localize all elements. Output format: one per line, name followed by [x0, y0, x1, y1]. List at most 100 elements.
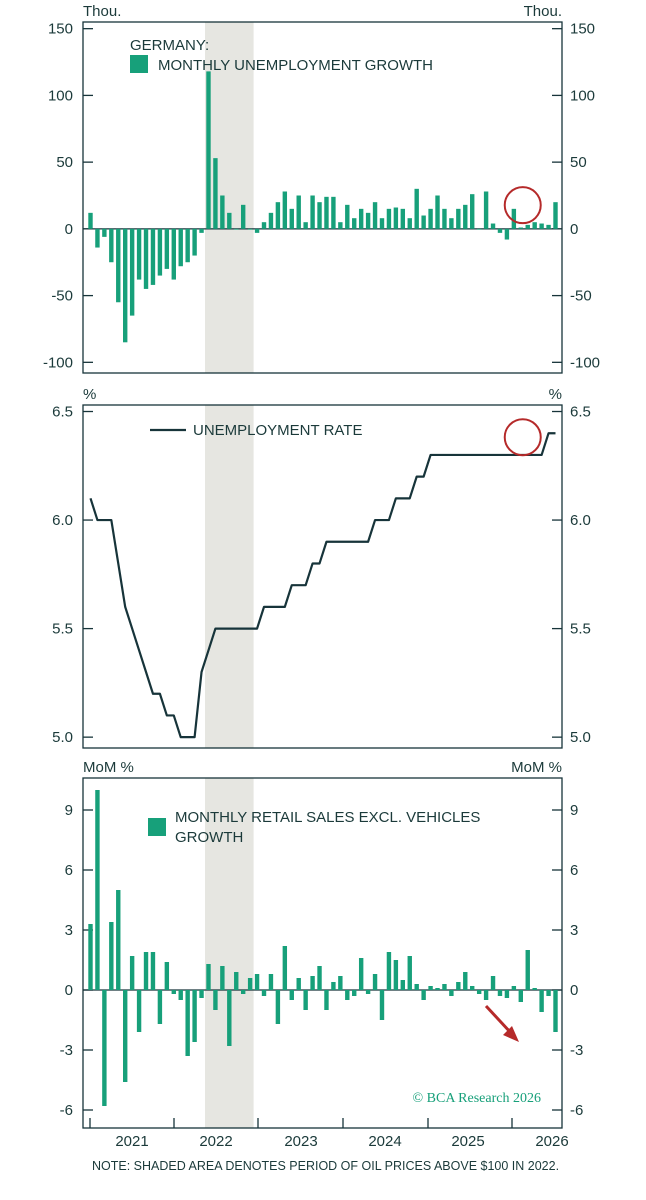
bar: [282, 191, 288, 229]
bar: [476, 228, 482, 230]
y-tick-label-left: 6: [65, 862, 73, 879]
bar: [546, 990, 551, 996]
bar: [199, 990, 204, 998]
bar: [95, 790, 100, 990]
bar: [95, 228, 100, 248]
bar: [511, 208, 517, 229]
y-tick-label-right: 150: [570, 21, 595, 38]
bar: [109, 922, 114, 990]
bar: [143, 228, 149, 289]
unit-label-right: %: [549, 386, 562, 403]
bar: [116, 890, 121, 990]
chart-footnote: NOTE: SHADED AREA DENOTES PERIOD OF OIL …: [92, 1159, 560, 1173]
bar: [109, 228, 114, 263]
bar: [129, 956, 135, 990]
unit-label-right: Thou.: [524, 3, 562, 20]
bar: [449, 990, 454, 996]
y-tick-label-left: 3: [65, 922, 73, 939]
y-tick-label-right: 5.0: [570, 729, 591, 746]
bar: [102, 990, 107, 1106]
bar: [268, 974, 274, 990]
y-tick-label-left: 100: [48, 87, 73, 104]
bar: [296, 978, 301, 990]
bar: [282, 946, 288, 990]
bar: [532, 988, 537, 990]
bar: [532, 222, 537, 229]
bar: [365, 990, 371, 994]
bar: [254, 974, 260, 990]
bar: [435, 988, 440, 990]
bar: [463, 972, 468, 990]
bar: [247, 228, 253, 230]
bar: [178, 990, 183, 1000]
bar: [372, 974, 378, 990]
bar: [324, 196, 329, 229]
bar: [379, 990, 385, 1020]
bar: [206, 964, 211, 990]
shaded-period: [205, 22, 254, 373]
bar: [470, 986, 475, 990]
bar: [483, 990, 489, 1000]
legend-label: MONTHLY UNEMPLOYMENT GROWTH: [158, 57, 433, 74]
bar: [192, 990, 197, 1042]
bar: [518, 990, 523, 1002]
bar: [275, 990, 281, 1024]
bar: [310, 976, 315, 990]
bar: [345, 990, 350, 1000]
bar: [497, 228, 503, 233]
bar: [164, 228, 170, 269]
y-tick-label-left: -3: [60, 1042, 73, 1059]
x-tick-label: 2021: [115, 1133, 148, 1150]
chart-title: GERMANY:: [130, 37, 209, 54]
legend-swatch: [148, 818, 166, 836]
legend-label-line-2: GROWTH: [175, 829, 243, 846]
source-credit: © BCA Research 2026: [413, 1091, 541, 1106]
bar: [407, 218, 412, 229]
bar: [289, 208, 294, 229]
bar: [157, 990, 163, 1024]
panel-frame: [82, 21, 563, 374]
bar: [303, 990, 308, 1010]
bar: [414, 188, 419, 229]
bar: [407, 956, 412, 990]
bar: [129, 228, 135, 316]
bar: [358, 958, 364, 990]
bar: [358, 208, 364, 229]
bar: [463, 204, 468, 229]
bar: [352, 218, 357, 229]
bar: [268, 212, 274, 229]
bar: [449, 218, 454, 229]
y-tick-label-right: -3: [570, 1042, 583, 1059]
y-tick-label-right: 6.5: [570, 404, 591, 421]
bar: [546, 224, 551, 229]
bar: [116, 228, 121, 303]
bar: [553, 202, 558, 229]
y-tick-label-right: -6: [570, 1102, 583, 1119]
bar: [247, 978, 253, 990]
bar: [157, 228, 163, 276]
legend-swatch: [130, 55, 148, 73]
bar: [338, 222, 343, 229]
bar: [143, 952, 149, 990]
bar: [456, 208, 461, 229]
y-tick-label-left: 150: [48, 21, 73, 38]
highlight-circle: [503, 418, 542, 457]
bar: [254, 228, 260, 233]
y-tick-label-right: 6.0: [570, 512, 591, 529]
bar: [88, 212, 93, 229]
bar: [428, 986, 433, 990]
unit-label-left: Thou.: [83, 3, 121, 20]
bar: [331, 196, 336, 229]
bar: [206, 71, 211, 229]
y-tick-label-left: 6.0: [52, 512, 73, 529]
y-tick-label-left: 0: [65, 982, 73, 999]
y-tick-label-right: 100: [570, 87, 595, 104]
bar: [123, 228, 128, 343]
bar: [324, 990, 329, 1010]
bar: [379, 218, 385, 229]
x-tick-label: 2022: [199, 1133, 232, 1150]
bar: [136, 228, 142, 280]
bar: [511, 986, 517, 990]
bar: [150, 952, 156, 990]
bar: [365, 212, 371, 229]
